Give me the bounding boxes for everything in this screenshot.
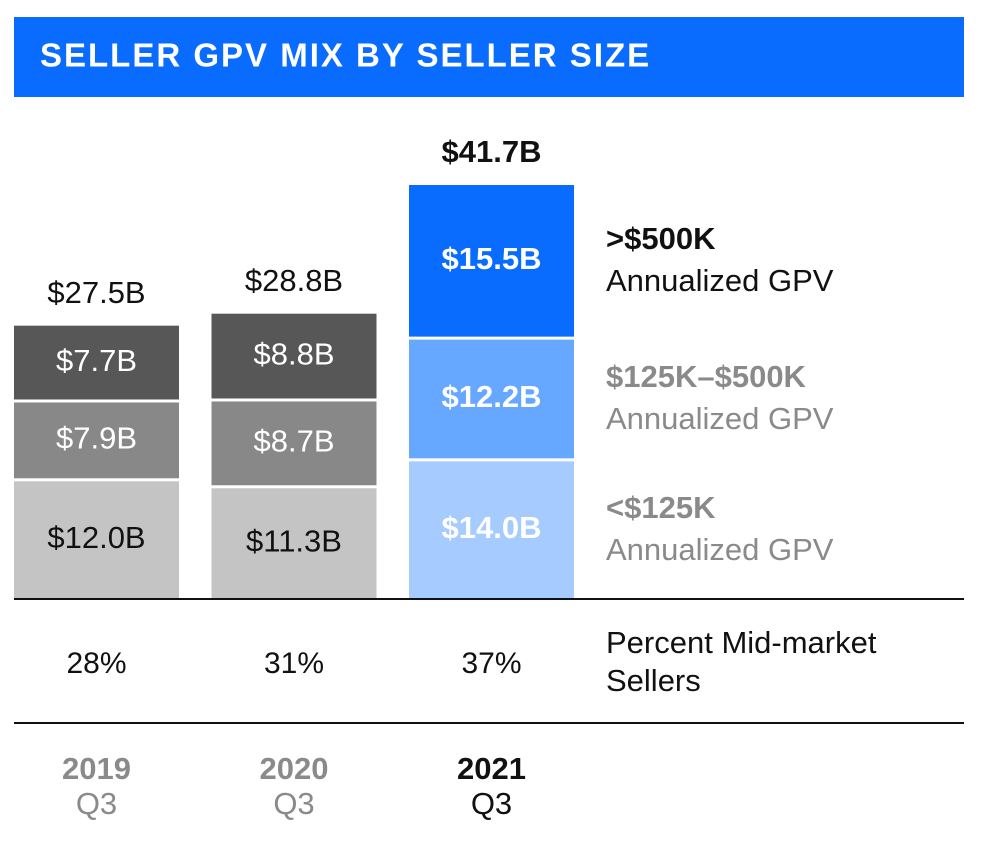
- percent-title: Percent Mid-market Sellers: [606, 625, 877, 698]
- quarter-label: Q3: [471, 786, 512, 821]
- quarter-label: Q3: [76, 786, 117, 821]
- segment-label: $7.9B: [56, 421, 137, 456]
- bar-segment: [409, 461, 574, 598]
- legend-name: <$125K: [606, 490, 716, 525]
- bar-segment: [14, 325, 179, 400]
- quarter-label: Q3: [273, 786, 314, 821]
- title-banner: [14, 17, 964, 97]
- legend-sublabel: Annualized GPV: [606, 401, 834, 436]
- segment-label: $14.0B: [442, 510, 542, 545]
- chart-title: SELLER GPV MIX BY SELLER SIZE: [40, 37, 651, 74]
- bar-segment: [409, 339, 574, 459]
- x-tick-label: 2021: [457, 751, 526, 786]
- x-tick-label: 2019: [62, 751, 131, 786]
- segment-label: $8.7B: [253, 424, 334, 459]
- percent-label: 31%: [264, 647, 324, 680]
- bar-segment: [211, 488, 377, 598]
- bar-segment: [14, 402, 179, 479]
- bar-segment: [211, 313, 377, 399]
- percent-title-line: Sellers: [606, 663, 701, 698]
- segment-label: $11.3B: [246, 523, 342, 558]
- percent-label: 37%: [461, 647, 521, 680]
- bar-segment: [14, 481, 179, 598]
- percent-label: 28%: [66, 647, 126, 680]
- bar-segment: [211, 401, 377, 486]
- bar-segment: [409, 185, 574, 337]
- legend-sublabel: Annualized GPV: [606, 263, 834, 298]
- total-label: $41.7B: [442, 134, 542, 169]
- total-label: $27.5B: [47, 275, 145, 310]
- legend-sublabel: Annualized GPV: [606, 532, 834, 567]
- segment-label: $15.5B: [442, 241, 542, 276]
- segment-label: $7.7B: [56, 343, 137, 378]
- x-tick-label: 2020: [260, 751, 329, 786]
- segment-label: $8.8B: [253, 336, 334, 371]
- legend-name: $125K–$500K: [606, 359, 807, 394]
- legend-name: >$500K: [606, 221, 716, 256]
- total-label: $28.8B: [245, 263, 343, 298]
- segment-label: $12.0B: [47, 520, 145, 555]
- segment-label: $12.2B: [442, 379, 542, 414]
- percent-title-line: Percent Mid-market: [606, 625, 877, 660]
